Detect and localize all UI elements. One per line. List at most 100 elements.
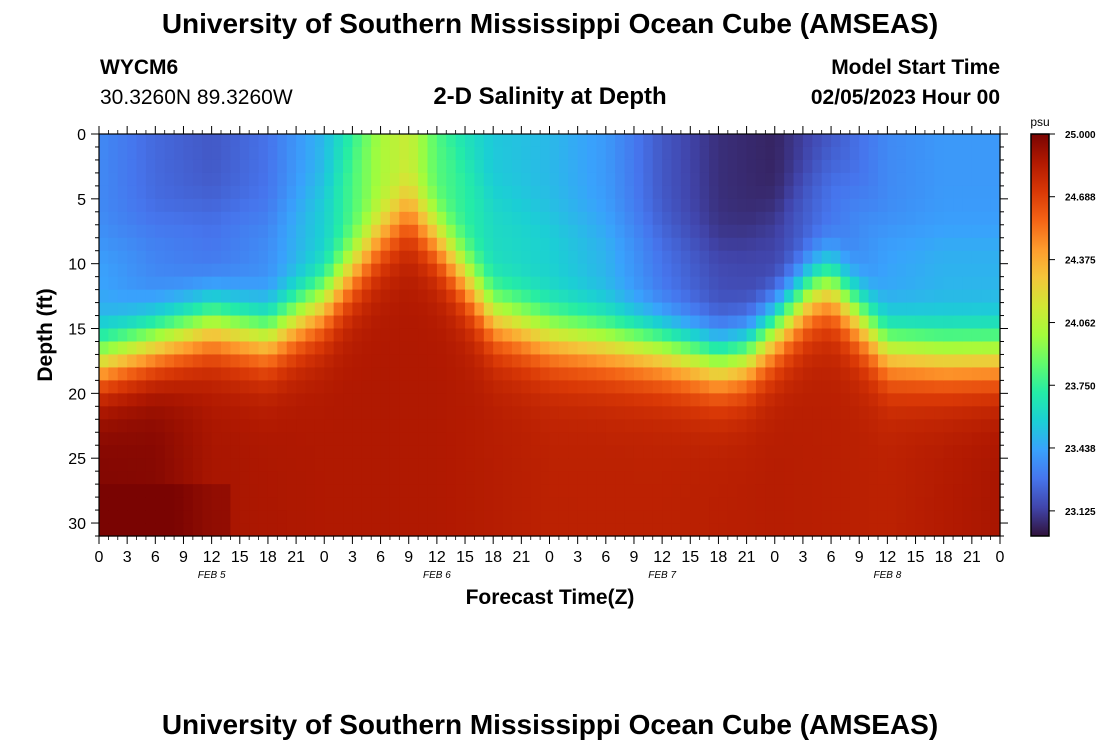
heatmap-cell xyxy=(221,341,231,356)
heatmap-cell xyxy=(258,289,269,304)
heatmap-cell xyxy=(343,523,354,537)
heatmap-cell xyxy=(615,224,626,239)
heatmap-cell xyxy=(990,250,1001,265)
heatmap-cell xyxy=(192,497,203,511)
heatmap-cell xyxy=(136,497,147,511)
heatmap-cell xyxy=(239,471,250,485)
heatmap-cell xyxy=(953,419,964,433)
heatmap-cell xyxy=(108,458,119,472)
heatmap-cell xyxy=(108,341,119,356)
heatmap-cell xyxy=(511,250,522,265)
heatmap-cell xyxy=(296,458,307,472)
heatmap-cell xyxy=(906,445,917,459)
heatmap-cell xyxy=(831,497,842,511)
heatmap-cell xyxy=(840,289,851,304)
heatmap-cell xyxy=(427,276,438,291)
heatmap-cell xyxy=(286,406,297,420)
heatmap-cell xyxy=(812,315,823,330)
heatmap-cell xyxy=(446,393,457,407)
heatmap-cell xyxy=(427,159,438,174)
heatmap-cell xyxy=(558,471,569,485)
heatmap-cell xyxy=(305,458,316,472)
heatmap-cell xyxy=(483,302,494,317)
heatmap-cell xyxy=(755,211,766,226)
heatmap-cell xyxy=(990,354,1001,369)
heatmap-cell xyxy=(117,134,128,148)
heatmap-cell xyxy=(211,302,222,317)
heatmap-cell xyxy=(596,289,607,304)
heatmap-cell xyxy=(587,146,598,161)
heatmap-cell xyxy=(333,458,344,472)
heatmap-cell xyxy=(493,510,504,524)
heatmap-cell xyxy=(230,497,241,511)
heatmap-cell xyxy=(361,198,372,213)
heatmap-cell xyxy=(587,523,598,537)
heatmap-cell xyxy=(568,341,579,356)
heatmap-cell xyxy=(258,367,269,381)
heatmap-cell xyxy=(662,134,673,148)
heatmap-cell xyxy=(145,328,156,343)
heatmap-cell xyxy=(427,250,438,265)
heatmap-cell xyxy=(408,237,419,252)
heatmap-cell xyxy=(831,393,842,407)
heatmap-cell xyxy=(174,484,185,498)
heatmap-cell xyxy=(436,146,447,161)
heatmap-cell xyxy=(117,159,128,174)
heatmap-cell xyxy=(587,328,598,343)
x-tick-label: 18 xyxy=(710,549,728,566)
heatmap-cell xyxy=(493,367,504,381)
heatmap-cell xyxy=(324,211,335,226)
heatmap-cell xyxy=(192,432,203,446)
heatmap-cell xyxy=(633,471,644,485)
heatmap-cell xyxy=(868,134,879,148)
heatmap-cell xyxy=(465,289,476,304)
heatmap-cell xyxy=(690,146,701,161)
heatmap-cell xyxy=(615,393,626,407)
heatmap-cell xyxy=(446,419,457,433)
heatmap-cell xyxy=(389,354,400,369)
heatmap-cell xyxy=(493,302,504,317)
heatmap-cell xyxy=(577,159,588,174)
heatmap-cell xyxy=(277,458,288,472)
heatmap-cell xyxy=(511,263,522,278)
heatmap-cell xyxy=(605,471,616,485)
heatmap-cell xyxy=(352,185,363,200)
heatmap-cell xyxy=(699,159,710,174)
heatmap-cell xyxy=(793,250,804,265)
heatmap-cell xyxy=(671,341,682,356)
heatmap-cell xyxy=(896,302,907,317)
heatmap-cell xyxy=(868,172,879,187)
heatmap-cell xyxy=(296,146,307,161)
heatmap-cell xyxy=(493,185,504,200)
heatmap-cell xyxy=(136,484,147,498)
heatmap-cell xyxy=(596,419,607,433)
heatmap-cell xyxy=(483,510,494,524)
heatmap-cell xyxy=(399,263,410,278)
heatmap-cell xyxy=(596,458,607,472)
heatmap-cell xyxy=(314,302,325,317)
heatmap-cell xyxy=(840,432,851,446)
heatmap-cell xyxy=(953,341,964,356)
heatmap-cell xyxy=(680,523,691,537)
heatmap-cell xyxy=(943,406,954,420)
heatmap-cell xyxy=(164,263,175,278)
heatmap-cell xyxy=(530,419,541,433)
heatmap-cell xyxy=(568,263,579,278)
heatmap-cell xyxy=(652,250,663,265)
heatmap-cell xyxy=(474,445,485,459)
heatmap-cell xyxy=(296,419,307,433)
heatmap-cell xyxy=(371,250,382,265)
heatmap-cell xyxy=(802,393,813,407)
heatmap-cell xyxy=(840,159,851,174)
x-tick-label: 0 xyxy=(320,549,329,566)
heatmap-cell xyxy=(746,172,757,187)
heatmap-cell xyxy=(418,146,429,161)
heatmap-cell xyxy=(446,367,457,381)
heatmap-cell xyxy=(718,328,729,343)
heatmap-cell xyxy=(540,432,551,446)
colorbar-tick-label: 25.000 xyxy=(1065,130,1096,141)
heatmap-cell xyxy=(127,302,138,317)
heatmap-cell xyxy=(174,458,185,472)
heatmap-cell xyxy=(174,146,185,161)
heatmap-cell xyxy=(605,159,616,174)
